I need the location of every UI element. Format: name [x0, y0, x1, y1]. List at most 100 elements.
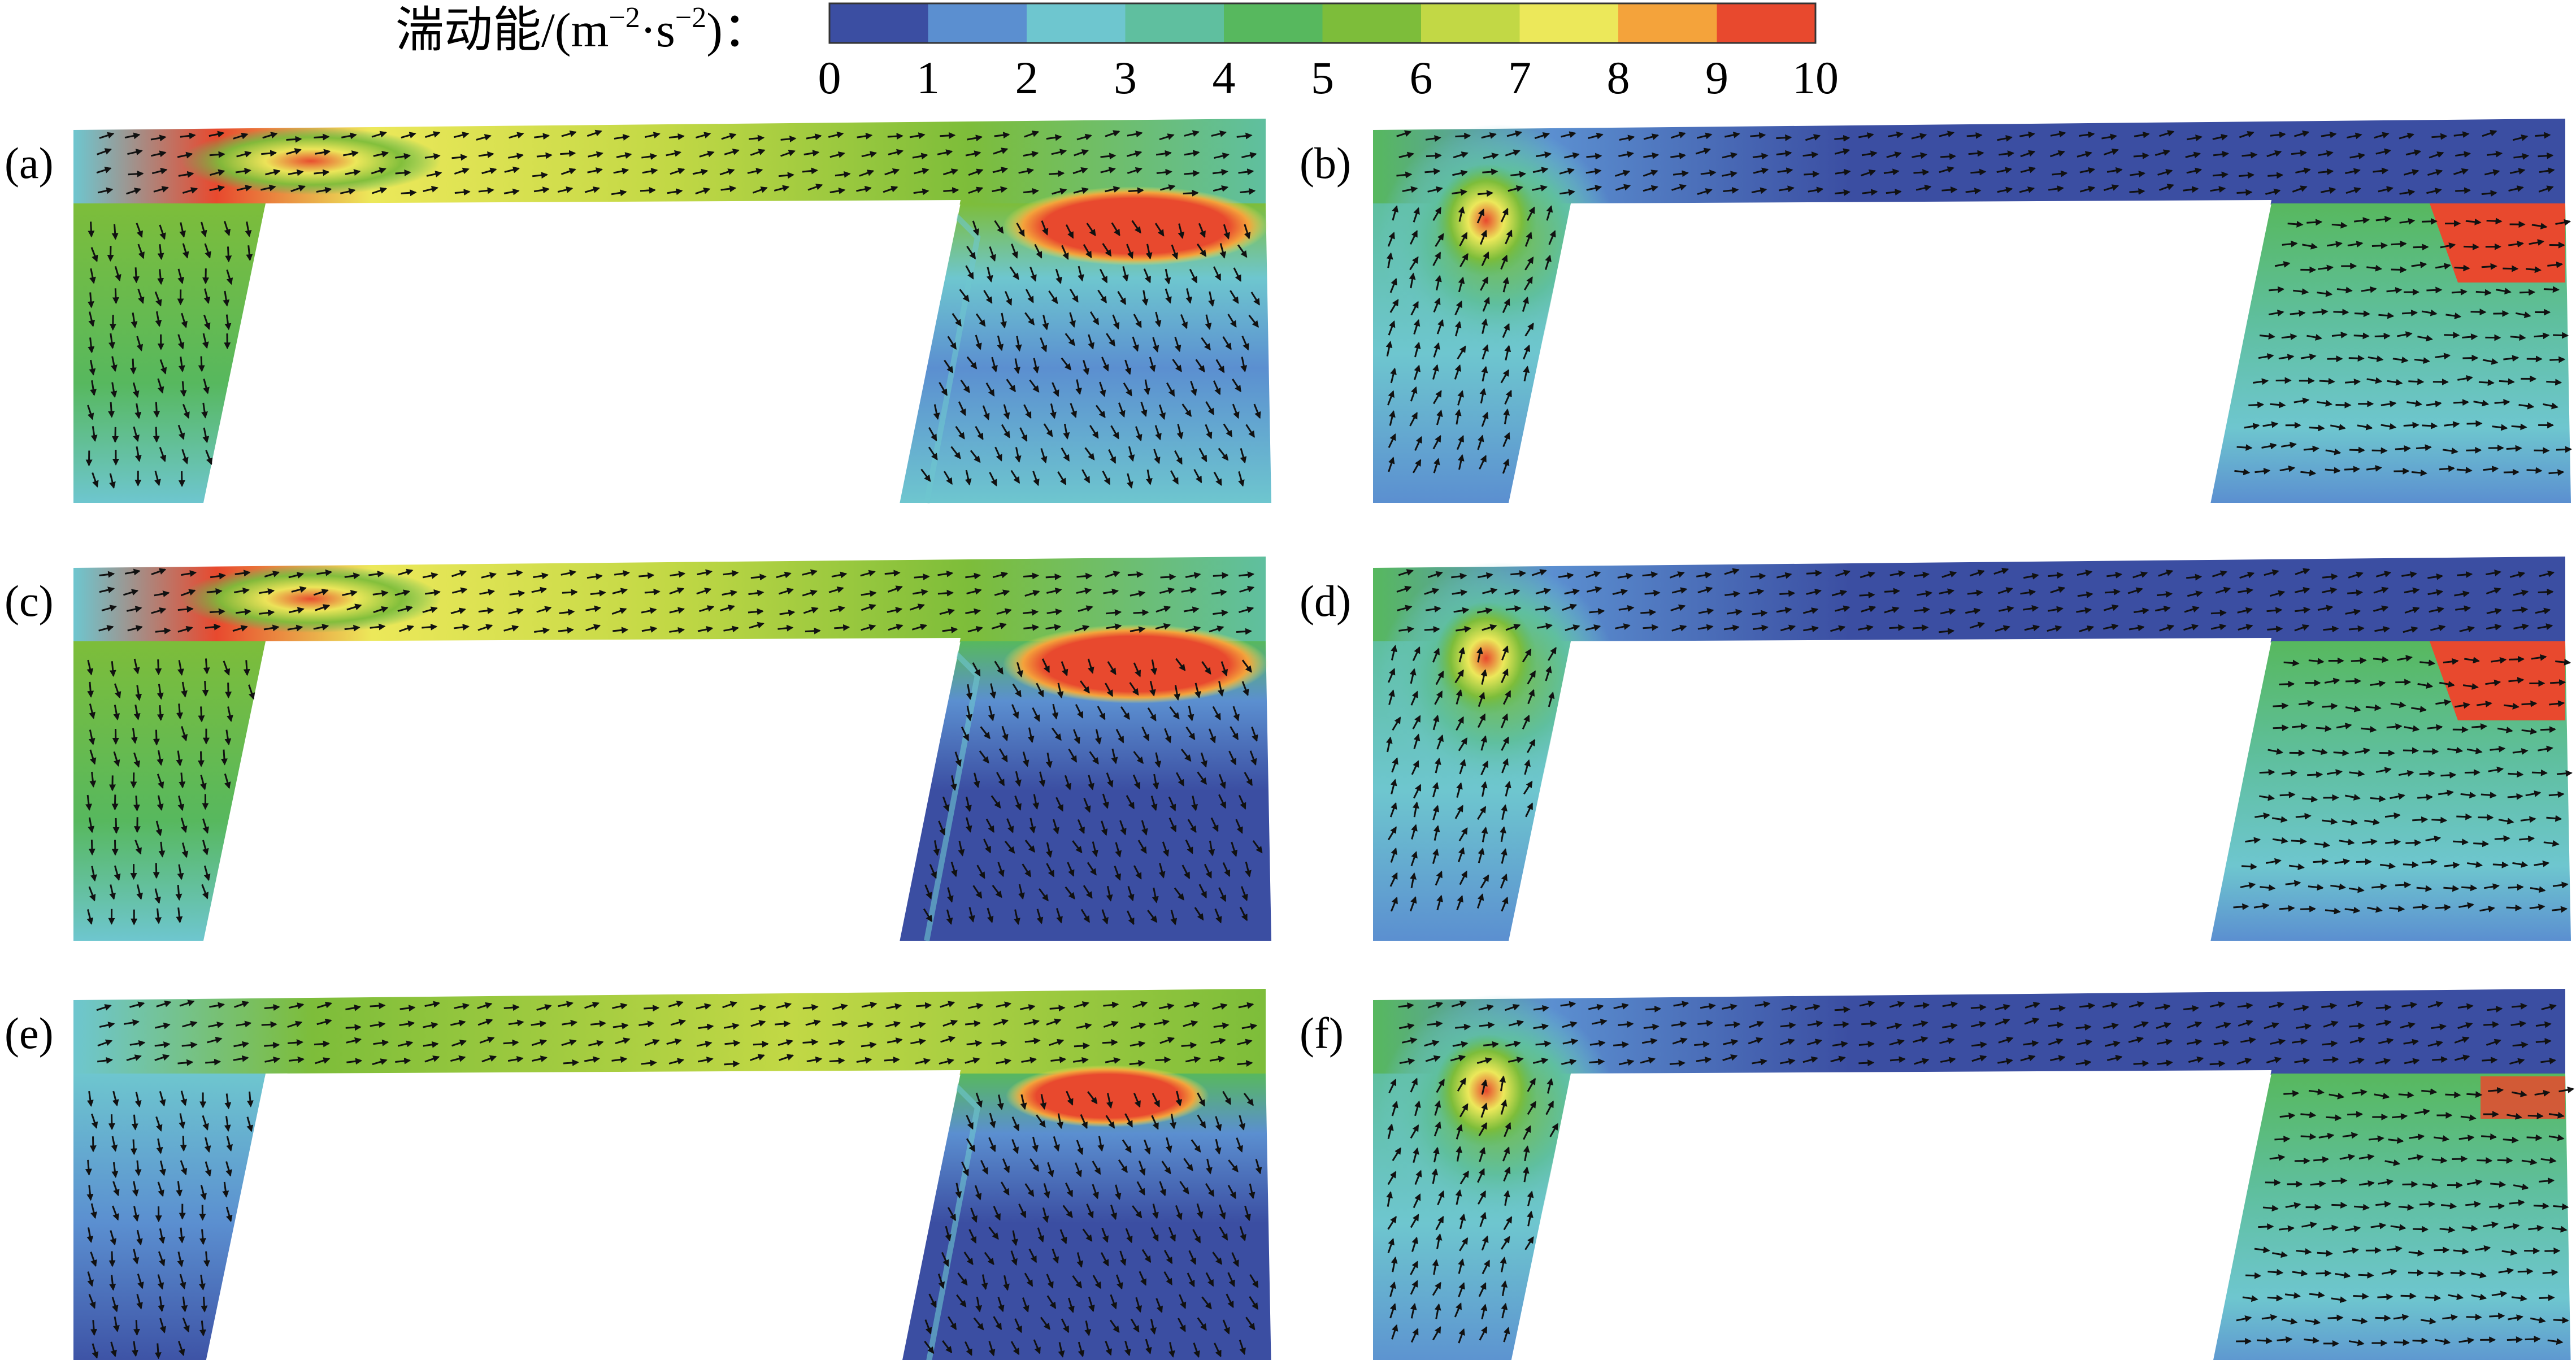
- velocity-arrow: [2419, 770, 2435, 777]
- velocity-arrow: [1214, 153, 1230, 159]
- velocity-arrow: [236, 151, 252, 158]
- velocity-arrow: [2403, 747, 2419, 754]
- velocity-arrow: [692, 168, 709, 176]
- velocity-arrow: [1750, 132, 1766, 139]
- velocity-arrow: [2421, 858, 2438, 866]
- velocity-arrow: [177, 334, 185, 350]
- velocity-arrow: [1237, 244, 1248, 258]
- velocity-arrow: [395, 153, 411, 160]
- velocity-arrow: [1532, 167, 1549, 173]
- velocity-arrow: [2374, 132, 2390, 139]
- velocity-arrow: [2542, 1269, 2558, 1276]
- velocity-arrow: [1532, 185, 1548, 192]
- velocity-arrow: [1184, 150, 1200, 157]
- velocity-arrow: [774, 185, 790, 192]
- velocity-arrow: [2210, 609, 2227, 616]
- velocity-arrow: [1061, 245, 1069, 260]
- velocity-arrow: [616, 152, 632, 159]
- velocity-arrow: [107, 246, 114, 262]
- velocity-arrow: [1244, 224, 1251, 240]
- velocity-arrow: [133, 426, 140, 442]
- velocity-arrow: [2408, 378, 2425, 385]
- velocity-arrow: [1615, 170, 1631, 177]
- velocity-arrow: [202, 333, 209, 349]
- velocity-arrow: [2212, 171, 2229, 179]
- velocity-arrow: [1132, 336, 1139, 352]
- velocity-arrow: [88, 337, 95, 354]
- velocity-arrow: [1643, 133, 1660, 140]
- velocity-arrow: [1777, 167, 1793, 175]
- velocity-arrow: [1152, 337, 1159, 353]
- velocity-arrow: [89, 359, 96, 376]
- velocity-arrow: [750, 149, 766, 156]
- velocity-arrow: [2257, 1337, 2273, 1344]
- velocity-arrow: [1970, 1004, 1987, 1011]
- velocity-arrow: [1912, 152, 1927, 159]
- velocity-arrow: [2347, 1111, 2364, 1118]
- velocity-arrow: [724, 1060, 740, 1067]
- velocity-arrow: [970, 450, 981, 463]
- velocity-arrow: [180, 381, 187, 397]
- velocity-arrow: [1250, 292, 1260, 306]
- velocity-arrow: [1835, 168, 1851, 176]
- velocity-arrow: [2556, 770, 2573, 777]
- velocity-arrow: [2432, 1056, 2448, 1063]
- velocity-arrow: [235, 167, 251, 175]
- velocity-arrow: [1061, 447, 1070, 462]
- velocity-arrow: [2292, 723, 2308, 730]
- velocity-arrow: [829, 151, 845, 158]
- velocity-arrow: [1159, 404, 1166, 420]
- velocity-arrow: [943, 187, 959, 194]
- velocity-arrow: [1041, 220, 1049, 236]
- velocity-arrow: [1181, 1042, 1197, 1049]
- velocity-arrow: [1069, 288, 1079, 303]
- velocity-arrow: [2412, 816, 2429, 823]
- velocity-arrow: [1065, 333, 1075, 346]
- velocity-arrow: [587, 167, 603, 174]
- velocity-arrow: [1043, 423, 1053, 437]
- velocity-arrow: [1123, 382, 1132, 397]
- velocity-arrow: [373, 150, 389, 158]
- velocity-arrow: [720, 185, 737, 193]
- velocity-arrow: [2456, 467, 2473, 474]
- velocity-arrow: [2133, 1060, 2149, 1067]
- velocity-arrow: [151, 167, 168, 175]
- velocity-arrow: [1213, 572, 1229, 579]
- velocity-arrow: [1153, 449, 1161, 464]
- velocity-arrow: [2318, 150, 2334, 157]
- velocity-arrow: [2101, 133, 2118, 141]
- velocity-arrow: [2322, 702, 2338, 710]
- velocity-arrow: [137, 244, 145, 259]
- velocity-arrow: [1190, 381, 1197, 397]
- velocity-arrow: [1232, 403, 1240, 419]
- velocity-arrow: [2103, 148, 2119, 156]
- velocity-arrow: [1585, 168, 1602, 175]
- velocity-arrow: [88, 221, 95, 238]
- velocity-arrow: [942, 168, 959, 176]
- velocity-arrow: [2020, 166, 2036, 173]
- velocity-arrow: [1802, 151, 1819, 159]
- velocity-arrow: [2544, 1247, 2561, 1254]
- velocity-arrow: [2506, 445, 2522, 452]
- velocity-arrow: [203, 288, 211, 304]
- velocity-arrow: [2477, 1157, 2493, 1164]
- velocity-arrow: [286, 148, 302, 155]
- velocity-arrow: [290, 185, 306, 192]
- velocity-arrow: [1025, 289, 1034, 303]
- velocity-arrow: [1425, 135, 1441, 142]
- velocity-arrow: [157, 269, 164, 285]
- velocity-arrow: [1106, 333, 1115, 347]
- velocity-arrow: [2318, 168, 2334, 175]
- velocity-arrow: [90, 1320, 98, 1336]
- velocity-arrow: [1156, 168, 1172, 176]
- velocity-arrow: [1245, 424, 1255, 438]
- velocity-arrow: [1999, 150, 2015, 158]
- velocity-arrow: [87, 405, 94, 420]
- velocity-arrow: [959, 289, 970, 302]
- velocity-arrow: [1453, 151, 1469, 159]
- velocity-arrow: [2233, 903, 2249, 910]
- velocity-arrow: [2543, 286, 2560, 293]
- velocity-arrow: [950, 446, 961, 459]
- velocity-arrow: [1643, 185, 1658, 192]
- velocity-arrow: [243, 660, 250, 676]
